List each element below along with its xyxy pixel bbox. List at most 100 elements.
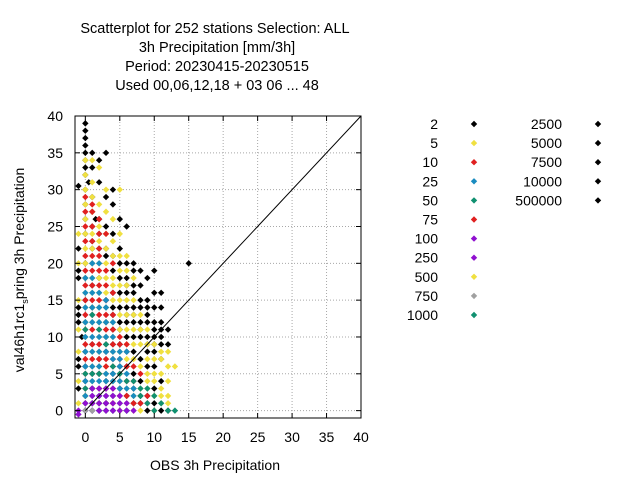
data-point — [116, 400, 123, 407]
data-point — [102, 407, 110, 414]
data-point — [102, 304, 110, 311]
data-point — [82, 282, 89, 289]
data-point — [75, 304, 82, 311]
data-point — [123, 252, 130, 260]
y-tick-label: 25 — [47, 218, 63, 234]
data-point — [130, 319, 137, 326]
data-point — [123, 377, 130, 385]
data-point — [82, 156, 89, 164]
data-point — [164, 392, 172, 400]
data-point — [109, 385, 117, 392]
x-axis-ticks: 0 5 10 15 20 25 30 35 40 — [81, 116, 369, 445]
data-point — [137, 400, 144, 407]
data-point — [75, 355, 82, 363]
data-point — [116, 296, 123, 304]
data-point — [82, 120, 89, 127]
legend-marker — [470, 254, 478, 261]
data-point — [151, 363, 158, 370]
legend-marker — [470, 120, 478, 128]
data-point — [130, 289, 137, 296]
x-axis-title: OBS 3h Precipitation — [150, 457, 280, 473]
data-point — [109, 289, 117, 296]
legend-label: 5000 — [531, 135, 562, 151]
data-point — [109, 252, 117, 260]
data-point — [130, 333, 137, 341]
data-point — [109, 274, 117, 282]
data-point — [75, 245, 82, 252]
data-point — [102, 341, 110, 348]
data-point — [109, 282, 117, 289]
plot-frame — [74, 115, 362, 419]
data-point — [157, 407, 165, 414]
data-point — [116, 304, 123, 311]
data-point — [116, 363, 123, 370]
data-point — [89, 385, 96, 392]
data-point — [151, 385, 158, 392]
data-point — [137, 355, 144, 363]
data-point — [116, 319, 123, 326]
data-point — [137, 296, 144, 304]
data-point — [95, 296, 103, 304]
data-point — [144, 274, 151, 282]
data-point — [144, 311, 151, 319]
y-axis-title: val46h1rc1spring 3h Precipitation — [11, 168, 30, 373]
x-tick-label: 5 — [116, 429, 124, 445]
data-point — [144, 407, 151, 414]
data-point — [95, 355, 103, 363]
data-point — [89, 274, 96, 282]
data-point — [164, 348, 172, 355]
data-point — [144, 355, 151, 363]
data-point — [82, 289, 89, 296]
data-point — [123, 282, 130, 289]
data-point — [164, 363, 172, 370]
data-point — [130, 326, 137, 333]
data-point — [144, 385, 151, 392]
data-point — [116, 282, 123, 289]
data-point — [109, 319, 117, 326]
data-point — [95, 289, 103, 296]
data-point — [95, 252, 103, 260]
data-point — [89, 370, 96, 378]
data-point — [75, 319, 82, 326]
data-point — [144, 363, 151, 370]
data-point — [137, 385, 144, 392]
data-point — [82, 296, 89, 304]
data-point — [157, 289, 165, 296]
data-point — [95, 370, 103, 378]
data-point — [89, 164, 96, 171]
data-point — [82, 223, 89, 230]
data-point — [82, 326, 89, 333]
data-point — [123, 400, 130, 407]
legend-label: 500 — [415, 269, 439, 285]
data-point — [89, 252, 96, 260]
data-point — [109, 400, 117, 407]
data-point — [116, 289, 123, 296]
data-point — [109, 370, 117, 378]
data-point — [109, 341, 117, 348]
data-point — [123, 326, 130, 333]
data-point — [102, 333, 110, 341]
data-point — [89, 407, 96, 414]
data-point — [109, 407, 117, 414]
data-point — [89, 304, 96, 311]
data-point — [123, 407, 130, 414]
data-point — [157, 377, 165, 385]
data-point — [95, 215, 103, 223]
y-tick-label: 30 — [47, 182, 63, 198]
data-point — [137, 333, 144, 341]
data-point — [89, 333, 96, 341]
data-point — [137, 267, 144, 274]
legend-marker — [594, 197, 602, 204]
data-point — [82, 274, 89, 282]
data-point — [137, 311, 144, 319]
data-point — [82, 319, 89, 326]
data-point — [130, 260, 137, 267]
legend-marker — [594, 120, 602, 128]
y-tick-label: 5 — [55, 366, 63, 382]
data-point — [144, 370, 151, 378]
legend-label: 10 — [422, 154, 438, 170]
legend-label: 25 — [422, 173, 438, 189]
data-point — [116, 341, 123, 348]
data-point — [102, 267, 110, 274]
data-point — [89, 193, 96, 201]
